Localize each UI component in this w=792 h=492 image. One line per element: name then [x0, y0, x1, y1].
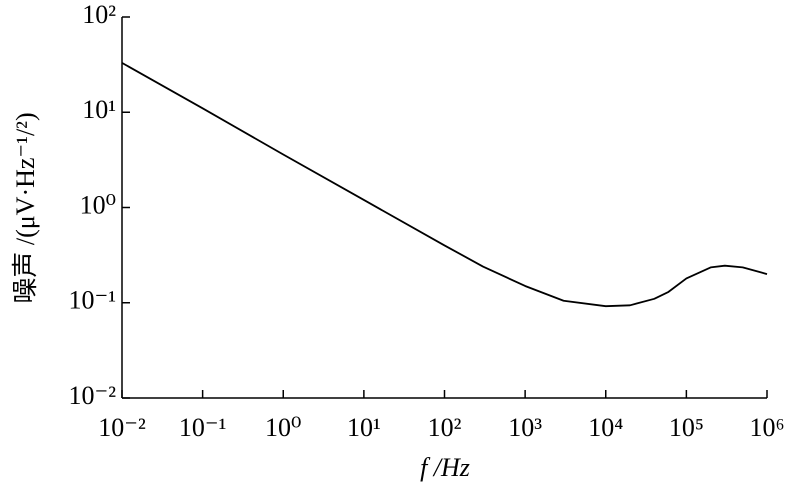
x-tick-label: 10⁶	[749, 413, 784, 442]
x-tick-label: 10²	[428, 413, 462, 442]
x-axis-label: f /Hz	[420, 453, 470, 482]
x-tick-label: 10⁴	[588, 413, 623, 442]
y-tick-label: 10⁰	[80, 190, 116, 219]
x-tick-label: 10¹	[347, 413, 381, 442]
x-tick-label: 10⁵	[669, 413, 704, 442]
y-tick-label: 10⁻²	[68, 381, 116, 410]
y-tick-label: 10⁻¹	[68, 286, 116, 315]
y-tick-label: 10²	[82, 0, 116, 29]
x-tick-label: 10⁰	[265, 413, 301, 442]
y-tick-label: 10¹	[82, 95, 116, 124]
x-tick-label: 10⁻¹	[179, 413, 227, 442]
x-tick-label: 10⁻²	[98, 413, 146, 442]
line	[121, 62, 768, 308]
x-tick-label: 10³	[508, 413, 542, 442]
y-axis-label: 噪声 /(μV·Hz⁻¹/²)	[11, 112, 40, 303]
